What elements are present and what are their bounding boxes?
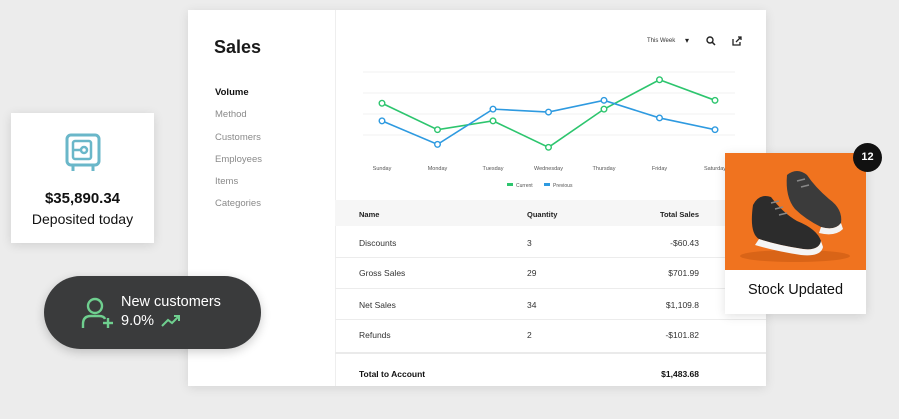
legend-label: Current	[516, 183, 533, 189]
x-tick-label: Sunday	[373, 166, 392, 172]
export-icon[interactable]	[731, 35, 743, 47]
sales-panel: Sales Volume Method Customers Employees …	[188, 10, 766, 386]
sneaker-image	[725, 153, 866, 270]
trend-up-icon	[161, 315, 180, 327]
nav-item-customers[interactable]: Customers	[215, 131, 261, 143]
row-total: $1,109.8	[665, 300, 699, 310]
nav-item-employees[interactable]: Employees	[215, 153, 262, 165]
series-line-previous	[381, 99, 716, 146]
nav-item-categories[interactable]: Categories	[215, 198, 261, 210]
new-customers-pill: New customers 9.0%	[44, 276, 261, 349]
sales-table: Name Quantity Total Sales Discounts 3 -$…	[335, 200, 766, 386]
new-customers-title: New customers	[121, 294, 221, 310]
page-title: Sales	[214, 37, 262, 57]
x-tick-label: Monday	[428, 166, 448, 172]
row-name: Refunds	[359, 330, 391, 340]
data-point	[711, 96, 719, 104]
stock-label: Stock Updated	[747, 282, 844, 298]
footer-label: Total to Account	[359, 369, 426, 379]
row-total: $701.99	[668, 268, 699, 278]
data-point	[433, 140, 441, 148]
table-footer: Total to Account $1,483.68	[335, 352, 766, 388]
row-name: Discounts	[359, 238, 397, 248]
search-icon[interactable]	[705, 35, 717, 47]
row-quantity: 2	[527, 330, 532, 340]
legend-swatch	[544, 183, 550, 186]
table-row: Net Sales 34 $1,109.8	[335, 288, 766, 320]
nav-item-method[interactable]: Method	[215, 109, 247, 121]
sales-line-chart: Sunday Monday Tuesday Wednesday Thursday Frid…	[363, 71, 735, 189]
x-tick-label: Friday	[652, 166, 668, 172]
new-customers-value: 9.0%	[121, 313, 155, 329]
x-tick-label: Tuesday	[483, 166, 504, 172]
row-total: -$60.43	[670, 238, 699, 248]
user-add-icon	[81, 297, 113, 328]
table-row: Refunds 2 -$101.82	[335, 319, 766, 350]
deposit-amount: $35,890.34	[44, 190, 121, 207]
safe-icon	[65, 133, 101, 171]
sales-sidebar: Sales Volume Method Customers Employees …	[188, 10, 336, 386]
sneaker-icon	[740, 171, 850, 262]
data-point	[433, 126, 441, 134]
x-tick-label: Thursday	[593, 166, 616, 172]
row-quantity: 29	[527, 268, 537, 278]
header-total: Total Sales	[659, 210, 699, 219]
data-point	[544, 108, 552, 116]
data-point	[656, 76, 664, 84]
chevron-down-icon[interactable]: ▾	[685, 36, 690, 45]
footer-total: $1,483.68	[661, 369, 699, 379]
data-point	[711, 126, 719, 134]
data-point	[489, 105, 497, 113]
table-row: Gross Sales 29 $701.99	[335, 257, 766, 289]
data-point	[378, 117, 386, 125]
data-point	[378, 99, 386, 107]
header-name: Name	[359, 210, 380, 219]
data-point	[600, 105, 608, 113]
row-total: -$101.82	[665, 330, 699, 340]
stock-card: Stock Updated	[725, 153, 866, 314]
data-point	[489, 117, 497, 125]
data-point	[544, 143, 552, 151]
row-name: Gross Sales	[359, 268, 406, 278]
legend-label: Previous	[553, 183, 573, 189]
table-row: Discounts 3 -$60.43	[335, 226, 766, 258]
x-tick-label: Wednesday	[534, 166, 563, 172]
row-name: Net Sales	[359, 300, 396, 310]
nav-item-items[interactable]: Items	[215, 176, 239, 188]
sales-nav: Volume Method Customers Employees Items …	[215, 87, 262, 221]
x-tick-label: Saturday	[704, 166, 726, 172]
nav-item-volume[interactable]: Volume	[215, 87, 249, 98]
row-quantity: 34	[527, 300, 537, 310]
range-select[interactable]: This Week	[647, 38, 676, 44]
deposit-card: $35,890.34 Deposited today	[11, 113, 154, 243]
deposit-label: Deposited today	[31, 211, 134, 227]
data-point	[600, 96, 608, 104]
row-quantity: 3	[527, 238, 532, 248]
table-header: Name Quantity Total Sales	[335, 200, 766, 226]
notification-badge: 12	[853, 143, 882, 172]
data-point	[656, 114, 664, 122]
header-quantity: Quantity	[527, 210, 558, 219]
legend-swatch	[507, 183, 513, 186]
